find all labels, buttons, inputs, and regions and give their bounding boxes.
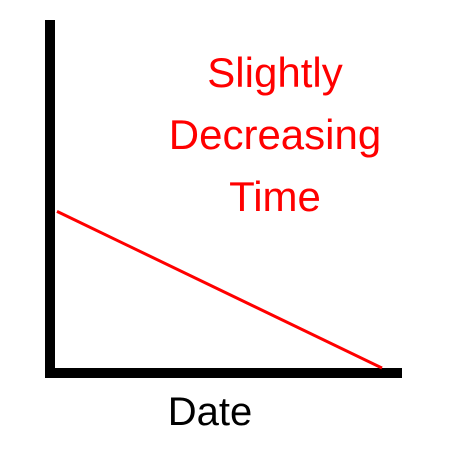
series-layer [56,210,383,370]
chart-title: Slightly Decreasing Time [150,42,400,228]
chart-title-line-1: Slightly [207,49,343,96]
series-line-1 [56,210,383,370]
chart-title-line-2: Decreasing [168,111,382,158]
chart-title-line-3: Time [229,173,321,220]
x-axis-label: Date [167,390,253,434]
